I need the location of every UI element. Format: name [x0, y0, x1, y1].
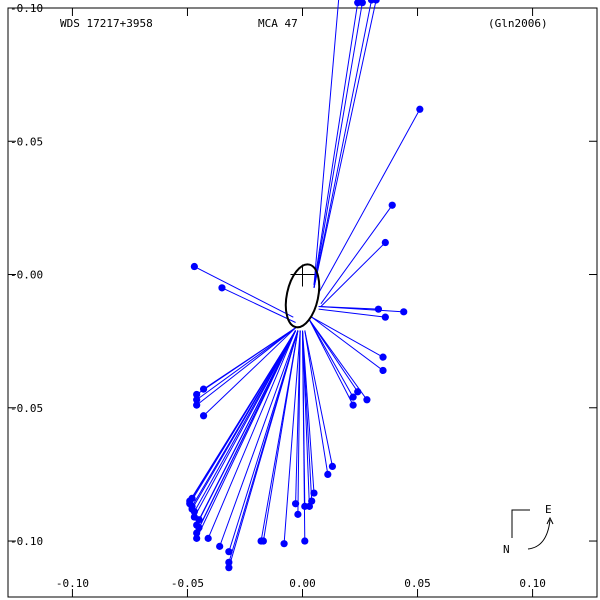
- residual-line: [311, 316, 384, 358]
- orbit-reference: (Gln2006): [488, 17, 548, 30]
- residual-line: [311, 316, 384, 371]
- observation-point: [324, 470, 332, 479]
- observation-point: [294, 510, 302, 518]
- compass-north-label: N: [503, 543, 510, 556]
- orbit-layer: [284, 263, 321, 329]
- observation-point: [193, 390, 201, 399]
- residual-line: [318, 308, 386, 318]
- observation-point: [193, 396, 201, 404]
- y-tick-label: -0.10: [10, 535, 43, 548]
- observation-point: [225, 558, 233, 566]
- observation-point: [280, 540, 288, 548]
- residual-line: [191, 330, 297, 499]
- x-tick-label: 0.05: [404, 577, 431, 590]
- observation-point: [188, 494, 196, 502]
- residual-line: [313, 0, 377, 288]
- observation-point: [301, 502, 309, 510]
- residual-line: [313, 2, 359, 286]
- y-tick-label: -0.05: [10, 402, 43, 415]
- residual-line: [207, 330, 297, 539]
- observation-point: [204, 534, 212, 542]
- residual-line: [320, 242, 386, 307]
- residual-line: [228, 330, 299, 568]
- residual-line: [308, 319, 354, 398]
- residual-line: [308, 319, 368, 401]
- observation-point: [388, 201, 396, 209]
- residual-line: [196, 327, 296, 406]
- observation-point: [354, 388, 362, 396]
- residual-line: [318, 109, 421, 294]
- observation-point: [301, 537, 309, 545]
- residual-line: [320, 204, 393, 305]
- residual-line: [194, 266, 294, 318]
- wds-designation: WDS 17217+3958: [60, 17, 153, 30]
- residual-line: [313, 2, 363, 288]
- residual-line: [228, 330, 299, 552]
- residual-line: [196, 327, 296, 395]
- residual-line: [304, 330, 329, 475]
- observation-point: [193, 401, 201, 409]
- observation-point: [381, 238, 389, 247]
- compass-arrow-head: [546, 516, 554, 525]
- residual-line: [191, 330, 297, 507]
- residual-line: [304, 330, 333, 467]
- observation-point: [363, 396, 371, 404]
- observation-point: [379, 366, 387, 375]
- residual-line: [283, 330, 301, 544]
- orbit-ellipse: [284, 263, 321, 329]
- residual-line: [313, 0, 340, 286]
- observation-point: [190, 262, 198, 271]
- residual-line: [302, 330, 310, 507]
- compass: E N: [503, 503, 554, 556]
- observation-point: [190, 513, 198, 521]
- y-tick-label: -0.00: [10, 269, 43, 282]
- observation-point: [372, 0, 380, 4]
- observation-point: [216, 542, 224, 550]
- observation-point: [400, 308, 408, 316]
- residual-line: [219, 330, 299, 547]
- x-axis: -0.10 -0.05 0.00 0.05 0.10: [56, 8, 546, 597]
- residual-line: [318, 305, 404, 313]
- x-tick-label: -0.10: [56, 577, 89, 590]
- residual-line: [308, 319, 354, 406]
- x-tick-label: -0.05: [171, 577, 204, 590]
- residual-line: [313, 0, 373, 288]
- observation-point: [199, 385, 208, 393]
- observation-point: [349, 401, 357, 409]
- residual-line: [297, 330, 301, 515]
- residual-line: [262, 330, 299, 542]
- observation-point: [225, 564, 233, 572]
- observation-point: [193, 534, 201, 542]
- observation-point: [328, 462, 337, 471]
- y-tick-label: -0.10: [10, 2, 43, 15]
- compass-east-label: E: [545, 503, 552, 516]
- observation-point: [218, 284, 226, 292]
- x-tick-label: 0.00: [289, 577, 316, 590]
- discoverer-designation: MCA 47: [258, 17, 298, 30]
- residual-line: [198, 330, 297, 528]
- y-axis: -0.10 -0.05 -0.00 -0.05 -0.10: [8, 2, 597, 548]
- observation-point: [259, 537, 267, 545]
- observation-point: [349, 393, 357, 401]
- compass-frame: [511, 509, 530, 538]
- x-tick-label: 0.10: [519, 577, 546, 590]
- y-tick-label: -0.05: [10, 135, 43, 148]
- residual-line: [198, 330, 297, 520]
- observation-point: [199, 412, 208, 420]
- observation-point: [310, 489, 318, 497]
- residual-series: [186, 0, 424, 572]
- residual-line: [203, 327, 296, 417]
- observation-point: [358, 0, 366, 7]
- observation-point: [374, 305, 383, 313]
- compass-arrow: [527, 519, 551, 550]
- residual-line: [193, 330, 297, 512]
- residual-line: [221, 287, 296, 323]
- observation-point: [379, 353, 387, 361]
- observation-point: [291, 500, 300, 508]
- observation-point: [416, 105, 424, 113]
- observation-point: [381, 313, 389, 321]
- residual-line: [196, 327, 296, 401]
- observation-point: [225, 548, 233, 556]
